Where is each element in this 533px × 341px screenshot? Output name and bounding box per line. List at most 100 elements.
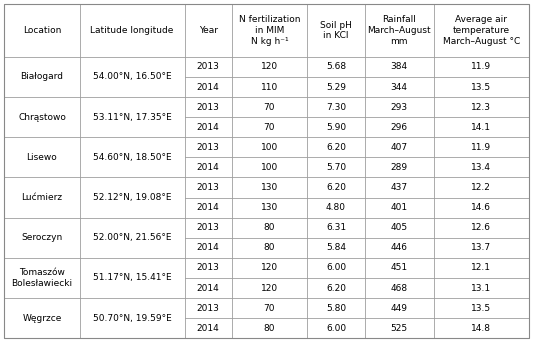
Bar [307,238,365,258]
Text: 5.29: 5.29 [326,83,346,91]
Text: 12.3: 12.3 [471,103,491,112]
Bar [232,117,307,137]
Text: 100: 100 [261,163,278,172]
Bar [184,117,232,137]
Bar [184,4,232,57]
Text: 120: 120 [261,62,278,72]
Bar [365,298,434,318]
Text: 52.00°N, 21.56°E: 52.00°N, 21.56°E [93,233,171,242]
Text: 70: 70 [264,103,275,112]
Text: 12.2: 12.2 [471,183,491,192]
Text: 120: 120 [261,283,278,293]
Text: 405: 405 [391,223,408,232]
Text: Latitude longitude: Latitude longitude [91,26,174,35]
Bar [184,318,232,338]
Text: 50.70°N, 19.59°E: 50.70°N, 19.59°E [93,314,172,323]
Text: 11.9: 11.9 [471,62,491,72]
Text: 2014: 2014 [197,283,220,293]
Bar [4,218,79,258]
Bar [79,137,184,177]
Text: 52.12°N, 19.08°E: 52.12°N, 19.08°E [93,193,171,202]
Bar [184,158,232,177]
Bar [307,4,365,57]
Text: 2013: 2013 [197,264,220,272]
Text: 2014: 2014 [197,123,220,132]
Text: 2014: 2014 [197,163,220,172]
Text: 80: 80 [264,324,275,333]
Text: Węgrzce: Węgrzce [22,314,62,323]
Text: 12.6: 12.6 [471,223,491,232]
Text: 5.84: 5.84 [326,243,346,252]
Bar [232,77,307,97]
Text: 110: 110 [261,83,278,91]
Text: Location: Location [23,26,61,35]
Bar [434,278,529,298]
Bar [184,77,232,97]
Bar [184,57,232,77]
Text: 2014: 2014 [197,324,220,333]
Bar [434,197,529,218]
Text: 70: 70 [264,123,275,132]
Text: 6.20: 6.20 [326,143,346,152]
Bar [232,137,307,158]
Bar [434,218,529,238]
Text: 451: 451 [391,264,408,272]
Text: Lućmierz: Lućmierz [21,193,62,202]
Bar [184,177,232,197]
Bar [365,218,434,238]
Text: 2013: 2013 [197,303,220,313]
Text: 7.30: 7.30 [326,103,346,112]
Bar [434,97,529,117]
Bar [79,57,184,97]
Bar [232,238,307,258]
Bar [4,137,79,177]
Bar [434,158,529,177]
Text: 80: 80 [264,223,275,232]
Bar [232,218,307,238]
Text: 6.31: 6.31 [326,223,346,232]
Bar [232,258,307,278]
Bar [232,318,307,338]
Text: 293: 293 [391,103,408,112]
Text: 449: 449 [391,303,408,313]
Bar [365,258,434,278]
Text: 2013: 2013 [197,62,220,72]
Text: 468: 468 [391,283,408,293]
Text: 2013: 2013 [197,143,220,152]
Bar [232,97,307,117]
Text: 2013: 2013 [197,103,220,112]
Text: 13.5: 13.5 [471,303,491,313]
Bar [365,158,434,177]
Text: 54.60°N, 18.50°E: 54.60°N, 18.50°E [93,153,172,162]
Bar [184,218,232,238]
Text: 100: 100 [261,143,278,152]
Bar [307,158,365,177]
Bar [4,298,79,338]
Bar [79,298,184,338]
Bar [307,137,365,158]
Bar [434,77,529,97]
Bar [232,197,307,218]
Bar [184,137,232,158]
Text: 51.17°N, 15.41°E: 51.17°N, 15.41°E [93,273,172,282]
Bar [184,97,232,117]
Bar [434,238,529,258]
Text: 437: 437 [391,183,408,192]
Text: 5.80: 5.80 [326,303,346,313]
Bar [434,4,529,57]
Text: 384: 384 [391,62,408,72]
Text: 130: 130 [261,203,278,212]
Text: 6.20: 6.20 [326,183,346,192]
Text: Białogard: Białogard [20,73,63,81]
Bar [307,117,365,137]
Bar [79,97,184,137]
Bar [365,238,434,258]
Text: Seroczyn: Seroczyn [21,233,62,242]
Bar [434,117,529,137]
Bar [184,238,232,258]
Bar [232,298,307,318]
Bar [365,117,434,137]
Bar [307,318,365,338]
Bar [232,278,307,298]
Text: Year: Year [199,26,217,35]
